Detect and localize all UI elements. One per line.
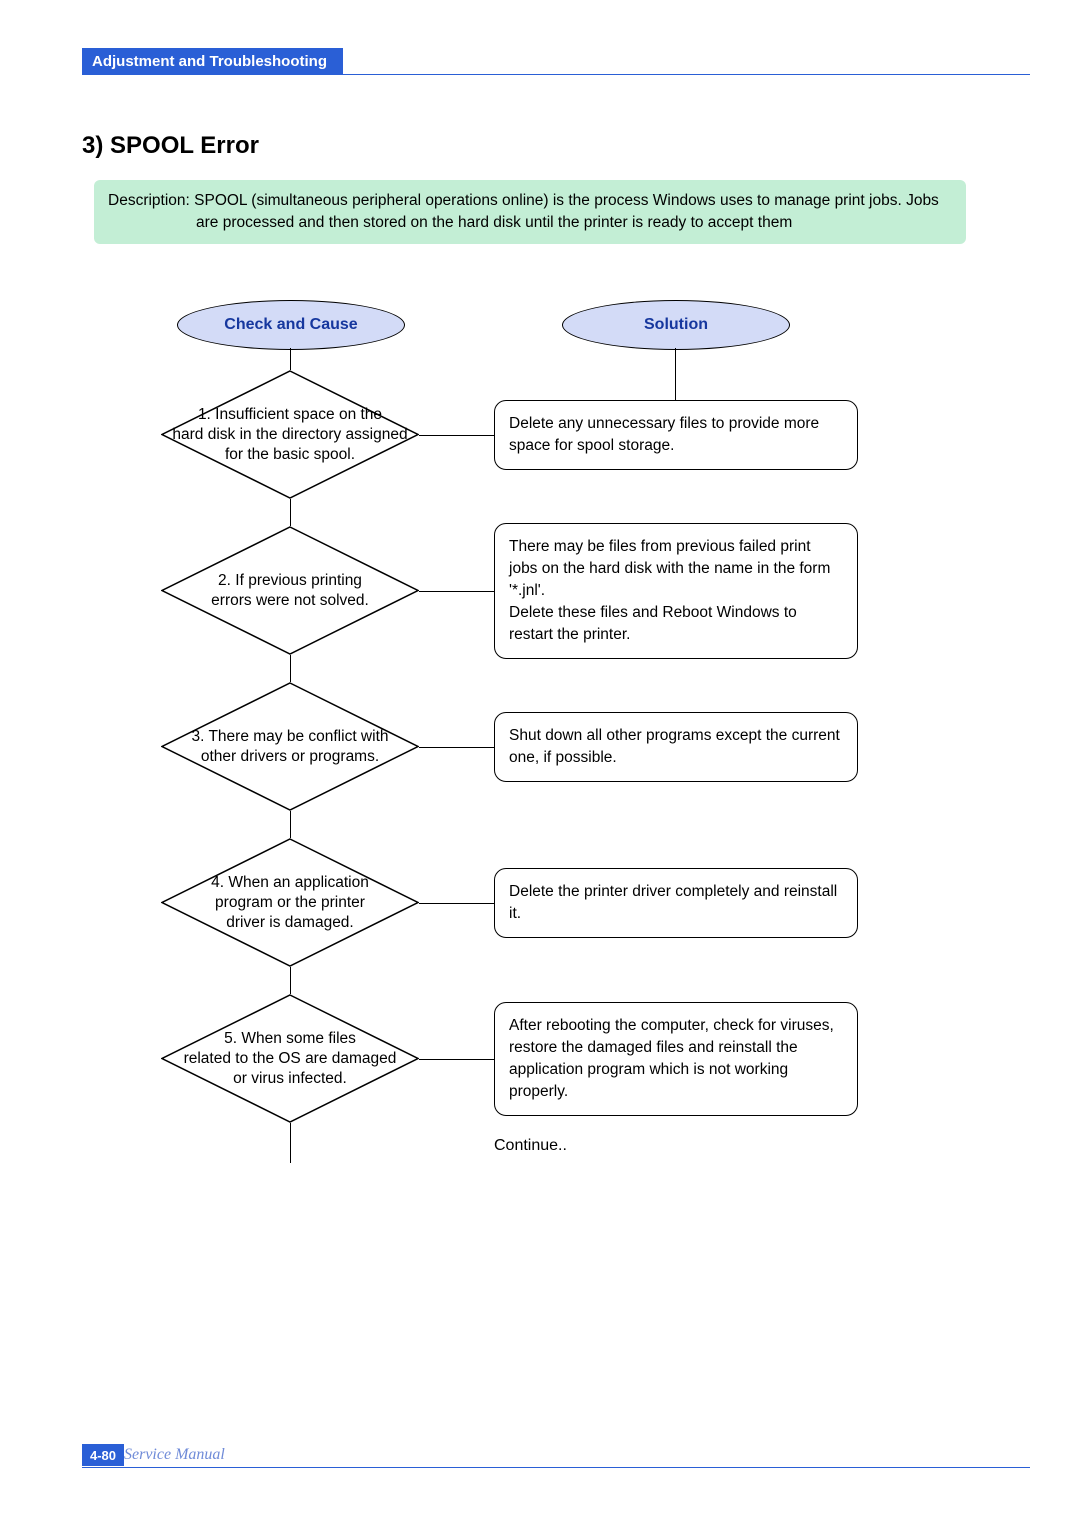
solution-box: After rebooting the computer, check for … (494, 1002, 858, 1116)
page-title: 3) SPOOL Error (82, 132, 259, 160)
footer-rule (82, 1467, 1030, 1468)
footer-manual-label: Service Manual (124, 1444, 225, 1466)
cause-text: 5. When some filesrelated to the OS are … (161, 994, 419, 1123)
solution-box: Delete the printer driver completely and… (494, 868, 858, 938)
cause-text: 3. There may be conflict withother drive… (161, 682, 419, 811)
solution-box: Delete any unnecessary files to provide … (494, 400, 858, 470)
cause-decision: 5. When some filesrelated to the OS are … (161, 994, 419, 1123)
flowchart: Check and Cause Solution 1. Insufficient s… (154, 300, 874, 1250)
description-block: Description: SPOOL (simultaneous periphe… (94, 180, 966, 244)
cause-decision: 2. If previous printingerrors were not s… (161, 526, 419, 655)
cause-text: 4. When an applicationprogram or the pri… (161, 838, 419, 967)
solution-label: Solution (562, 300, 790, 350)
solution-box: There may be files from previous failed … (494, 523, 858, 659)
page: Adjustment and Troubleshooting 3) SPOOL … (0, 0, 1080, 1528)
solution-box: Shut down all other programs except the … (494, 712, 858, 782)
section-header-tab: Adjustment and Troubleshooting (82, 48, 343, 74)
cause-text: 2. If previous printingerrors were not s… (161, 526, 419, 655)
header-rule (82, 74, 1030, 75)
cause-text: 1. Insufficient space on thehard disk in… (161, 370, 419, 499)
check-and-cause-label: Check and Cause (177, 300, 405, 350)
continue-label: Continue.. (494, 1137, 567, 1155)
cause-decision: 4. When an applicationprogram or the pri… (161, 838, 419, 967)
page-number-badge: 4-80 (82, 1444, 124, 1466)
cause-decision: 1. Insufficient space on thehard disk in… (161, 370, 419, 499)
cause-decision: 3. There may be conflict withother drive… (161, 682, 419, 811)
